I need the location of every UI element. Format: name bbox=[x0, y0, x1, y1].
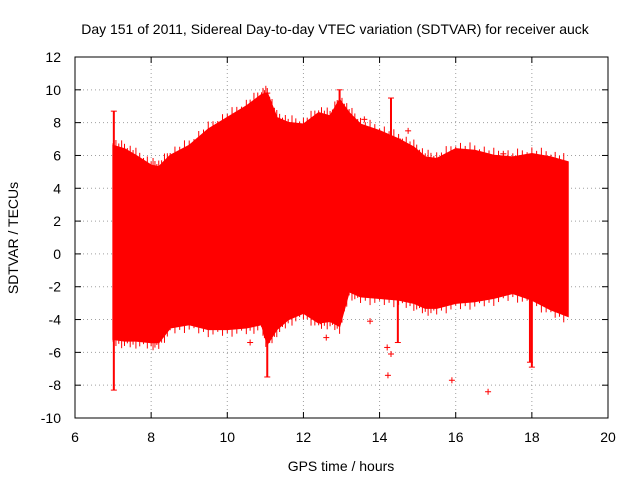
outlier-point bbox=[485, 388, 492, 395]
tick-labels: 6 8 10 12 14 16 18 20 -10 -8 -6 -4 -2 0 2 4 6 8 10 12 bbox=[41, 49, 616, 445]
plot-border bbox=[74, 56, 609, 419]
outlier-point bbox=[384, 344, 391, 351]
x-axis-title: GPS time / hours bbox=[288, 458, 395, 474]
x-tick-label: 8 bbox=[147, 429, 155, 445]
x-tick-label: 6 bbox=[71, 429, 79, 445]
outlier-point bbox=[384, 372, 391, 379]
outlier-point bbox=[500, 150, 507, 157]
outlier-point bbox=[361, 116, 368, 123]
y-tick-label: 6 bbox=[53, 147, 61, 163]
y-tick-label: 8 bbox=[53, 115, 61, 131]
outlier-point bbox=[317, 318, 324, 325]
y-tick-label: -10 bbox=[41, 410, 61, 426]
outlier-point bbox=[323, 334, 330, 341]
outlier-point bbox=[367, 318, 374, 325]
x-tick-label: 16 bbox=[448, 429, 464, 445]
outlier-point bbox=[387, 351, 394, 358]
outlier-point bbox=[448, 377, 455, 384]
y-tick-label: -6 bbox=[49, 344, 62, 360]
x-tick-label: 20 bbox=[600, 429, 616, 445]
y-tick-label: 10 bbox=[45, 82, 61, 98]
chart-title: Day 151 of 2011, Sidereal Day-to-day VTE… bbox=[81, 21, 590, 37]
y-tick-label: -8 bbox=[49, 377, 62, 393]
y-tick-label: 0 bbox=[53, 246, 61, 262]
y-tick-label: 2 bbox=[53, 213, 61, 229]
y-tick-label: -2 bbox=[49, 279, 62, 295]
series-sdtvar bbox=[110, 85, 569, 395]
x-tick-label: 14 bbox=[372, 429, 388, 445]
x-tick-label: 18 bbox=[524, 429, 540, 445]
x-tick-label: 10 bbox=[219, 429, 235, 445]
outlier-point bbox=[247, 339, 254, 346]
y-tick-label: 4 bbox=[53, 180, 61, 196]
plot-frame bbox=[74, 56, 609, 419]
outlier-point bbox=[405, 127, 412, 134]
outlier-point bbox=[342, 272, 349, 279]
y-axis-title: SDTVAR / TECUs bbox=[5, 182, 21, 294]
x-tick-label: 12 bbox=[296, 429, 312, 445]
y-tick-label: -4 bbox=[49, 312, 62, 328]
y-tick-label: 12 bbox=[45, 49, 61, 65]
